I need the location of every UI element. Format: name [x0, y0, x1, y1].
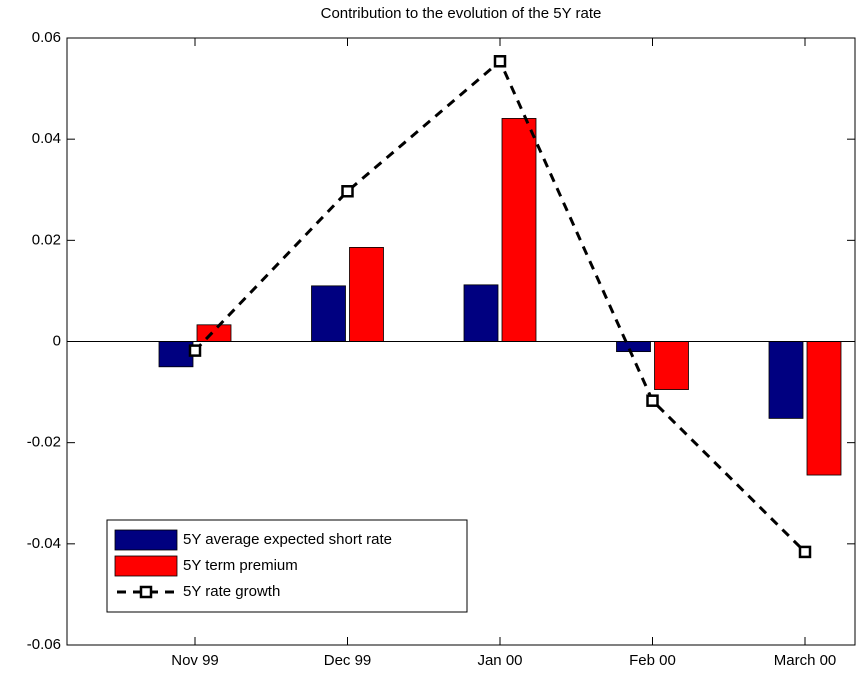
chart-title: Contribution to the evolution of the 5Y …: [321, 5, 602, 22]
marker: [646, 394, 659, 407]
bar: [654, 341, 689, 390]
bar: [463, 284, 499, 342]
y-tick-label: -0.02: [27, 434, 61, 451]
legend-swatch: [114, 529, 178, 551]
bar: [311, 285, 346, 342]
legend-marker: [139, 585, 153, 599]
bar: [158, 341, 194, 368]
bar: [196, 324, 232, 342]
bar: [349, 247, 384, 342]
legend-label: 5Y term premium: [183, 557, 298, 574]
y-tick-label: -0.06: [27, 636, 61, 653]
bar: [501, 118, 537, 342]
marker: [188, 344, 202, 357]
x-tick-label: Jan 00: [477, 652, 522, 669]
bar: [806, 341, 842, 476]
marker: [798, 545, 812, 559]
legend-swatch: [114, 555, 178, 577]
y-tick-label: -0.04: [27, 535, 61, 552]
legend-label: 5Y average expected short rate: [183, 531, 392, 548]
y-tick-label: 0.06: [32, 29, 61, 46]
x-tick-label: Feb 00: [629, 652, 676, 669]
marker: [493, 55, 507, 68]
x-tick-label: March 00: [774, 652, 837, 669]
y-tick-label: 0.04: [32, 130, 61, 147]
marker: [341, 185, 354, 198]
x-tick-label: Nov 99: [171, 652, 219, 669]
y-tick-label: 0: [53, 332, 61, 349]
x-tick-label: Dec 99: [324, 652, 372, 669]
legend-label: 5Y rate growth: [183, 583, 280, 600]
bar: [768, 341, 804, 419]
y-tick-label: 0.02: [32, 231, 61, 248]
bar: [616, 341, 651, 353]
